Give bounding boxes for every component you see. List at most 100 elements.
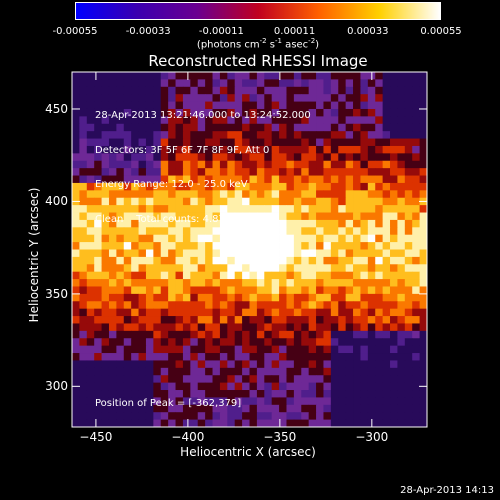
heatmap-cell <box>367 182 376 191</box>
heatmap-cell <box>86 404 95 413</box>
heatmap-cell <box>227 256 236 265</box>
heatmap-cell <box>79 330 88 339</box>
heatmap-cell <box>271 256 280 265</box>
heatmap-cell <box>205 308 213 317</box>
heatmap-cell <box>382 153 391 162</box>
heatmap-cell <box>249 205 258 213</box>
heatmap-cell <box>101 330 110 339</box>
heatmap-cell <box>182 101 191 110</box>
heatmap-cell <box>367 271 376 280</box>
heatmap-cell <box>242 205 250 213</box>
heatmap-cell <box>212 375 221 384</box>
heatmap-cell <box>182 345 191 354</box>
heatmap-cell <box>308 108 317 117</box>
heatmap-cell <box>94 271 102 280</box>
heatmap-cell <box>242 375 250 384</box>
heatmap-cell <box>94 330 102 339</box>
heatmap-cell <box>168 345 176 354</box>
heatmap-cell <box>301 219 310 228</box>
heatmap-cell <box>182 160 191 169</box>
heatmap-cell <box>182 79 191 88</box>
heatmap-cell <box>323 108 332 117</box>
heatmap-cell <box>219 101 228 110</box>
heatmap-cell <box>197 101 206 110</box>
heatmap-cell <box>353 131 361 139</box>
heatmap-cell <box>145 219 154 228</box>
heatmap-cell <box>330 390 339 398</box>
heatmap-cell <box>390 301 398 310</box>
heatmap-cell <box>108 153 117 162</box>
heatmap-cell <box>330 249 339 258</box>
heatmap-cell <box>101 168 110 176</box>
heatmap-cell <box>145 116 154 125</box>
heatmap-cell <box>338 353 347 361</box>
heatmap-cell <box>197 308 206 317</box>
heatmap-cell <box>182 175 191 184</box>
heatmap-cell <box>160 242 169 250</box>
heatmap-cell <box>145 131 154 139</box>
heatmap-cell <box>316 293 324 302</box>
heatmap-cell <box>190 160 199 169</box>
heatmap-cell <box>249 397 258 406</box>
heatmap-cell <box>286 234 295 243</box>
heatmap-cell <box>264 397 273 406</box>
heatmap-cell <box>86 212 95 221</box>
heatmap-cell <box>101 353 110 361</box>
heatmap-cell <box>138 323 147 332</box>
heatmap-cell <box>182 256 191 265</box>
heatmap-cell <box>123 419 132 428</box>
heatmap-cell <box>256 131 265 139</box>
heatmap-cell <box>279 153 287 162</box>
heatmap-cell <box>397 86 406 95</box>
heatmap-cell <box>338 286 347 295</box>
heatmap-cell <box>360 419 369 428</box>
heatmap-cell <box>419 101 428 110</box>
heatmap-cell <box>301 360 310 369</box>
heatmap-cell <box>264 279 273 287</box>
heatmap-cell <box>338 168 347 176</box>
heatmap-cell <box>375 108 384 117</box>
heatmap-cell <box>345 286 354 295</box>
heatmap-cell <box>182 323 191 332</box>
heatmap-cell <box>79 86 88 95</box>
heatmap-cell <box>94 131 102 139</box>
heatmap-cell <box>101 308 110 317</box>
heatmap-cell <box>286 308 295 317</box>
heatmap-cell <box>271 390 280 398</box>
heatmap-cell <box>168 293 176 302</box>
heatmap-cell <box>138 94 147 102</box>
heatmap-cell <box>108 212 117 221</box>
heatmap-cell <box>227 271 236 280</box>
heatmap-cell <box>382 79 391 88</box>
heatmap-cell <box>108 271 117 280</box>
heatmap-cell <box>360 175 369 184</box>
heatmap-cell <box>323 242 332 250</box>
heatmap-cell <box>382 360 391 369</box>
heatmap-cell <box>242 367 250 376</box>
heatmap-cell <box>72 153 80 162</box>
heatmap-cell <box>375 219 384 228</box>
heatmap-cell <box>131 293 139 302</box>
heatmap-cell <box>86 79 95 88</box>
heatmap-cell <box>390 286 398 295</box>
heatmap-cell <box>279 138 287 147</box>
heatmap-cell <box>353 168 361 176</box>
heatmap-cell <box>308 360 317 369</box>
heatmap-cell <box>397 382 406 391</box>
heatmap-cell <box>390 227 398 236</box>
heatmap-cell <box>227 345 236 354</box>
heatmap-cell <box>227 286 236 295</box>
heatmap-cell <box>338 323 347 332</box>
heatmap-cell <box>116 330 125 339</box>
heatmap-cell <box>404 79 413 88</box>
heatmap-cell <box>301 227 310 236</box>
heatmap-cell <box>138 419 147 428</box>
colorbar-tick-label: -0.00011 <box>198 26 244 37</box>
heatmap-cell <box>212 190 221 199</box>
heatmap-cell <box>404 308 413 317</box>
heatmap-cell <box>249 308 258 317</box>
heatmap-cell <box>390 375 398 384</box>
heatmap-cell <box>190 293 199 302</box>
chart-title: Reconstructed RHESSI Image <box>148 52 368 70</box>
heatmap-cell <box>86 286 95 295</box>
